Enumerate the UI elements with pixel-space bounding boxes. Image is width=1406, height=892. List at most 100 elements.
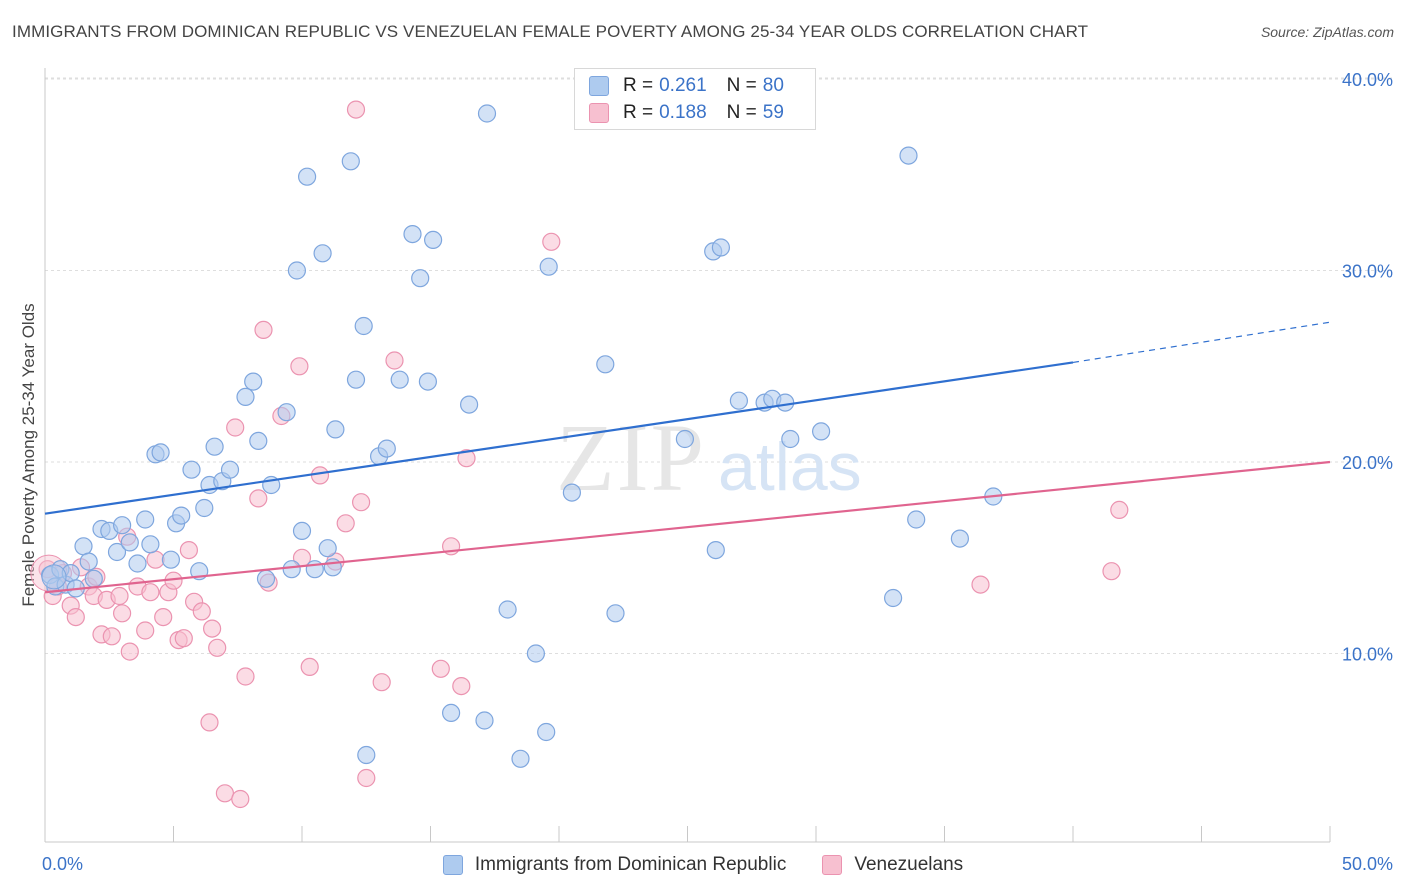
dominican-point (418, 372, 437, 391)
venezuelans-point (542, 232, 561, 251)
venezuelans-point (215, 784, 234, 803)
r-value: 0.188 (659, 102, 707, 123)
venezuelans-point (1102, 562, 1121, 581)
legend-row-venezuelans: R = 0.188 N = 59 (589, 101, 784, 125)
dominican-point (606, 604, 625, 623)
legend-swatch-pink (589, 103, 609, 123)
r-label: R = (623, 102, 654, 123)
venezuelans-point (346, 100, 366, 119)
venezuelans-point (179, 540, 198, 560)
dominican-point (950, 529, 970, 548)
dominican-point (141, 535, 160, 554)
venezuelans-point (154, 607, 173, 627)
dominican-point (244, 372, 263, 391)
dominican-point (161, 550, 180, 569)
dominican-point (136, 510, 155, 529)
source-credit: Source: ZipAtlas.com (1260, 24, 1394, 40)
venezuelans-point (231, 789, 250, 809)
watermark: ZIP atlas (556, 404, 862, 511)
y-axis-label: Female Poverty Among 25-34 Year Olds (19, 303, 38, 606)
venezuelans-point (102, 627, 121, 646)
venezuelans-points (30, 100, 1129, 809)
r-label: R = (623, 75, 654, 96)
dominican-point (292, 521, 312, 541)
legend-label: Venezuelans (854, 854, 964, 875)
dominican-point (562, 483, 582, 502)
venezuelans-point (249, 489, 268, 508)
venezuelans-point (110, 586, 129, 606)
y-tick-label: 40.0% (1342, 70, 1393, 90)
dominican-point (195, 498, 214, 518)
dominican-point (526, 644, 546, 663)
venezuelans-point (236, 667, 255, 686)
venezuelans-point (141, 583, 160, 602)
n-label: N = (726, 75, 757, 96)
legend-label: Immigrants from Dominican Republic (474, 854, 787, 875)
venezuelans-point (254, 320, 273, 339)
venezuelans-point (174, 629, 193, 648)
dominican-point (596, 355, 615, 374)
venezuelans-point (310, 466, 330, 485)
dominican-point (326, 420, 345, 439)
dominican-point (411, 269, 430, 288)
venezuelans-point (290, 357, 309, 376)
legend-swatch-blue (442, 855, 463, 875)
n-value: 59 (762, 102, 784, 123)
legend-row-dominican: R = 0.261 N = 80 (589, 74, 784, 98)
dominican-trend-extension (1072, 321, 1331, 364)
dominican-point (205, 437, 224, 456)
venezuelans-point (457, 449, 476, 468)
venezuelans-point (203, 619, 222, 638)
dominican-point (675, 429, 695, 449)
dominican-point (883, 588, 903, 608)
venezuelans-point (452, 676, 471, 696)
series-legend: Immigrants from Dominican Republic Venez… (0, 852, 1406, 878)
venezuelans-point (372, 673, 391, 692)
dominican-trend-line (44, 361, 1074, 515)
venezuelans-point (120, 642, 139, 661)
venezuelans-point (226, 418, 245, 437)
dominican-point (79, 552, 98, 571)
venezuelans-point (192, 602, 211, 621)
y-tick-label: 10.0% (1342, 645, 1393, 665)
legend-item-venezuelans[interactable]: Venezuelans (822, 854, 963, 876)
dominican-point (377, 439, 396, 458)
venezuelans-point (336, 514, 355, 533)
dominican-point (107, 542, 127, 562)
correlation-legend: R = 0.261 N = 80 R = 0.188 N = 59 (574, 68, 816, 130)
gridlines (45, 77, 1395, 654)
venezuelans-point (136, 621, 155, 640)
dominican-point (84, 569, 103, 588)
chart-title: IMMIGRANTS FROM DOMINICAN REPUBLIC VS VE… (12, 22, 1089, 41)
dominican-point (899, 146, 918, 165)
dominican-point (403, 225, 422, 244)
venezuelans-point (385, 351, 404, 370)
dominican-point (151, 443, 170, 462)
dominican-point (811, 422, 831, 441)
venezuelans-point (112, 604, 132, 623)
tick-labels: 10.0% 20.0% 30.0% 40.0% 0.0% 50.0% (42, 70, 1393, 874)
venezuelans-point (1110, 500, 1129, 519)
y-tick-label: 20.0% (1342, 453, 1393, 473)
dominican-point (182, 460, 201, 479)
y-tick-label: 30.0% (1342, 262, 1393, 282)
venezuelans-point (66, 607, 85, 627)
dominican-point (511, 749, 530, 768)
dominican-point (442, 703, 461, 723)
venezuelans-point (146, 550, 165, 569)
dominican-point (729, 391, 749, 410)
legend-item-dominican[interactable]: Immigrants from Dominican Republic (442, 854, 787, 876)
dominican-point (277, 403, 296, 422)
venezuelans-point (200, 713, 219, 732)
dominican-point (172, 506, 191, 525)
dominican-point (477, 104, 497, 123)
dominican-point (475, 711, 494, 730)
x-tick-label: 50.0% (1342, 854, 1393, 874)
n-label: N = (726, 102, 757, 123)
venezuelans-trend-line (44, 460, 1331, 594)
legend-swatch-blue (589, 76, 609, 96)
dominican-point (220, 460, 240, 479)
dominican-points (40, 96, 1003, 768)
dominican-point (313, 244, 332, 263)
